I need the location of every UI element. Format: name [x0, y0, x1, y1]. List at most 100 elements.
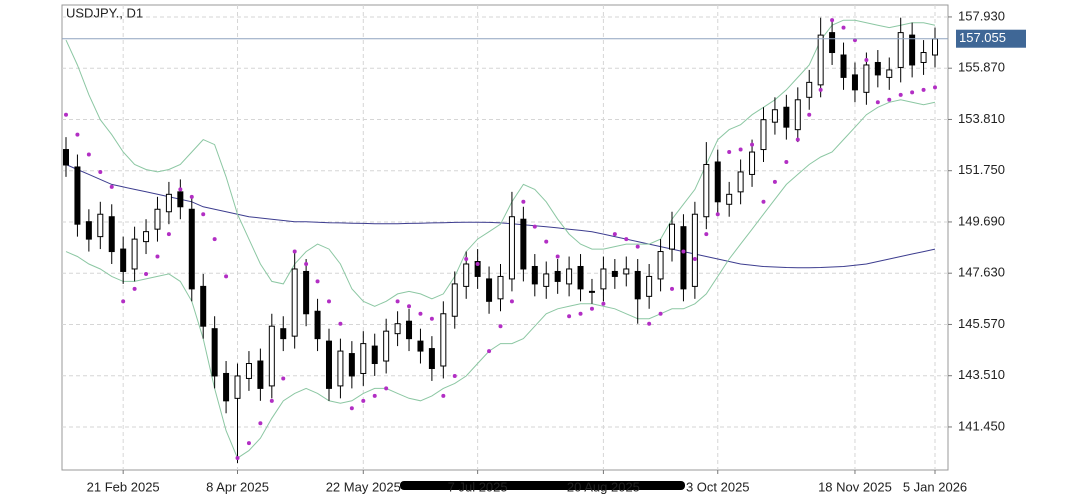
- candle-body: [566, 268, 573, 285]
- candle-body: [851, 74, 858, 91]
- sar-dot: [887, 97, 892, 102]
- candle-body: [703, 163, 710, 218]
- candle-body: [383, 330, 390, 362]
- sar-dot: [98, 169, 103, 174]
- sar-dot: [235, 456, 240, 461]
- candle-body: [680, 226, 687, 290]
- candle-body: [520, 218, 527, 270]
- sar-dot: [692, 257, 697, 262]
- candle-body: [909, 34, 916, 66]
- candle-body: [325, 340, 332, 389]
- sar-dot: [349, 406, 354, 411]
- candle-body: [280, 328, 287, 340]
- sar-dot: [292, 249, 297, 254]
- candle-body: [486, 278, 493, 302]
- candle-body: [760, 119, 767, 151]
- candle-body: [406, 320, 413, 340]
- candle-body: [657, 251, 664, 280]
- sar-dot: [144, 271, 149, 276]
- y-tick-label: 149.690: [958, 213, 1005, 228]
- indicator-line: [65, 19, 936, 307]
- sar-dot: [326, 299, 331, 304]
- candle-body: [554, 270, 561, 282]
- candle-body: [234, 375, 241, 399]
- sar-dot: [921, 87, 926, 92]
- candle-body: [669, 223, 676, 250]
- x-tick-label: 18 Nov 2025: [818, 479, 892, 494]
- candle-body: [874, 61, 881, 76]
- sar-dot: [155, 254, 160, 259]
- sar-dot: [544, 239, 549, 244]
- candle-body: [154, 208, 161, 230]
- sar-dot: [738, 147, 743, 152]
- sar-dot: [818, 87, 823, 92]
- sar-dot: [361, 398, 366, 403]
- x-tick-label: 22 May 2025: [326, 479, 401, 494]
- sar-dot: [532, 224, 537, 229]
- x-tick-label: 3 Oct 2025: [686, 479, 750, 494]
- candle-body: [245, 363, 252, 379]
- candle-body: [223, 372, 230, 402]
- sar-dot: [612, 232, 617, 237]
- sar-dot: [86, 152, 91, 157]
- sar-dot: [304, 261, 309, 266]
- x-tick-label: 5 Jan 2026: [903, 479, 967, 494]
- sar-dot: [166, 232, 171, 237]
- candle-body: [577, 265, 584, 290]
- sar-dot: [258, 421, 263, 426]
- sar-dot: [715, 212, 720, 217]
- sar-dot: [189, 194, 194, 199]
- candle-body: [588, 290, 595, 293]
- candle-body: [806, 81, 813, 98]
- sar-dot: [224, 274, 229, 279]
- redaction-bar: [400, 481, 685, 490]
- x-tick-label: 21 Feb 2025: [87, 479, 160, 494]
- sar-dot: [498, 324, 503, 329]
- candle-body: [749, 151, 756, 175]
- sar-dot: [121, 299, 126, 304]
- y-tick-label: 143.510: [958, 367, 1005, 382]
- sar-dot: [521, 199, 526, 204]
- candle-body: [360, 343, 367, 374]
- candle-body: [840, 54, 847, 78]
- sar-dot: [704, 232, 709, 237]
- y-tick-label: 157.930: [958, 8, 1005, 23]
- candle-body: [143, 231, 150, 243]
- sar-dot: [464, 257, 469, 262]
- last-price-label: 157.055: [959, 30, 1006, 45]
- sar-dot: [784, 159, 789, 164]
- candle-body: [120, 248, 127, 272]
- candle-body: [451, 283, 458, 317]
- sar-dot: [807, 112, 812, 117]
- sar-dot: [898, 92, 903, 97]
- candle-body: [920, 52, 927, 63]
- candle-body: [74, 166, 81, 225]
- chart-title: USDJPY., D1: [66, 5, 143, 20]
- sar-dot: [601, 301, 606, 306]
- y-tick-label: 153.810: [958, 111, 1005, 126]
- indicator-line: [65, 99, 936, 459]
- sar-dot: [658, 311, 663, 316]
- sar-dot: [281, 376, 286, 381]
- candle-body: [131, 238, 138, 270]
- candle-body: [211, 328, 218, 377]
- sar-dot: [750, 142, 755, 147]
- sar-dot: [761, 199, 766, 204]
- candle-body: [440, 313, 447, 367]
- sar-dot: [727, 150, 732, 155]
- sar-dot: [452, 373, 457, 378]
- candle-body: [371, 345, 378, 365]
- candle-body: [474, 261, 481, 277]
- sar-dot: [75, 132, 80, 137]
- candle-body: [726, 193, 733, 205]
- candle-body: [508, 216, 515, 280]
- candle-body: [463, 263, 470, 287]
- candle-body: [600, 268, 607, 290]
- candle-body: [497, 275, 504, 300]
- sar-dot: [841, 25, 846, 30]
- sar-dot: [429, 316, 434, 321]
- sar-dot: [635, 244, 640, 249]
- x-tick-label: 7 Jul 2025: [448, 479, 508, 494]
- sar-dot: [624, 237, 629, 242]
- candle-body: [623, 268, 630, 275]
